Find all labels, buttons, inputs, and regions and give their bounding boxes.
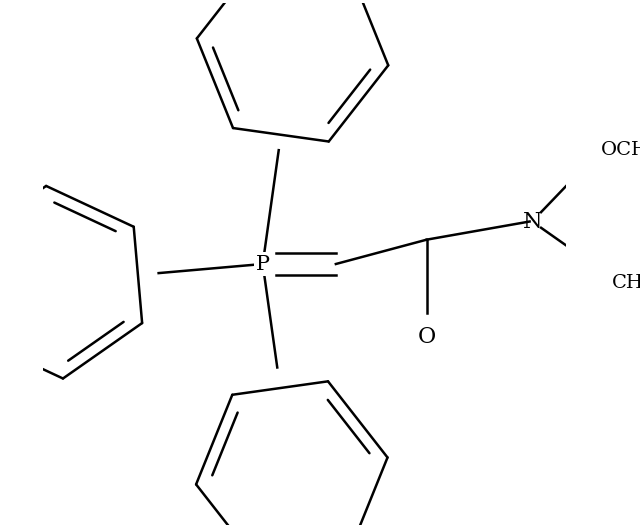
Text: OCH: OCH	[602, 141, 640, 159]
Text: O: O	[417, 326, 436, 348]
Text: P: P	[256, 254, 269, 274]
Text: N: N	[522, 211, 542, 232]
Text: CH: CH	[612, 274, 640, 293]
